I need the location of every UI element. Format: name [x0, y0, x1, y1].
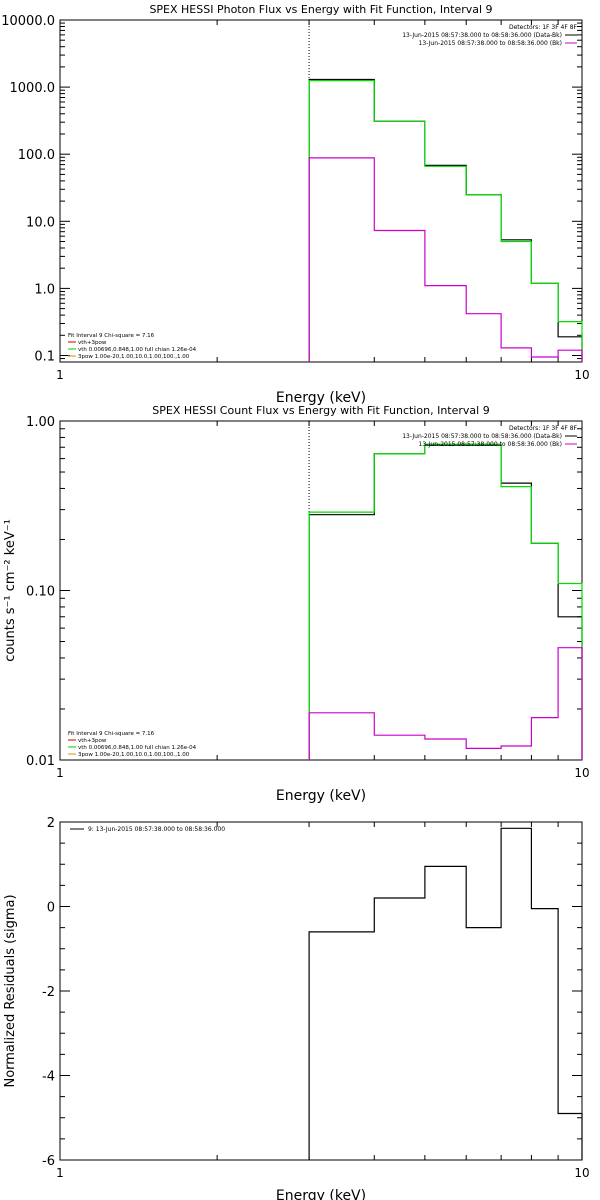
- y-tick-label: 0.1: [34, 349, 55, 364]
- series-1-line: [308, 80, 583, 362]
- legend-label: 13-Jun-2015 08:57:38.000 to 08:58:36.000…: [419, 40, 562, 47]
- x-axis-label: Energy (keV): [276, 390, 366, 406]
- y-tick-label: -6: [42, 1154, 55, 1169]
- legend-label: vth 0.00696,0.848,1.00 full chian 1.26e-…: [78, 347, 197, 353]
- legend-label: Detectors: 1F 3F 4F 8F: [509, 24, 578, 31]
- series-0-line: [308, 827, 583, 1160]
- series-2-line: [308, 647, 583, 760]
- plot-frame: [59, 19, 583, 363]
- x-axis-label: Energy (keV): [276, 788, 366, 804]
- plot-frame: [59, 420, 583, 761]
- x-tick-label: 10: [574, 766, 589, 780]
- legend-label: Fit Interval 9 Chi-square = 7.16: [68, 731, 155, 737]
- y-tick-label: 0.10: [26, 585, 55, 600]
- series-2-line: [308, 157, 583, 362]
- legend-label: Fit Interval 9 Chi-square = 7.16: [68, 333, 155, 339]
- y-tick-label: 0: [47, 901, 55, 916]
- y-tick-label: 0.01: [26, 754, 55, 769]
- legend-label: Detectors: 1F 3F 4F 8F: [509, 425, 578, 432]
- legend-label: 13-Jun-2015 08:57:38.000 to 08:58:36.000…: [402, 433, 562, 440]
- y-tick-label: -4: [42, 1070, 55, 1085]
- y-axis-label: counts s⁻¹ cm⁻² keV⁻¹: [3, 519, 18, 662]
- y-tick-label: 10000.0: [1, 14, 55, 29]
- x-tick-label: 1: [56, 1166, 64, 1180]
- y-tick-label: 1.0: [34, 282, 55, 297]
- legend-label: vth 0.00696,0.848,1.00 full chian 1.26e-…: [78, 745, 197, 751]
- y-axis-label: Normalized Residuals (sigma): [3, 894, 18, 1087]
- x-axis-label: Energy (keV): [276, 1188, 366, 1200]
- x-tick-label: 10: [574, 1166, 589, 1180]
- legend-label: vth+3pow: [78, 340, 107, 346]
- legend-label: 9: 13-Jun-2015 08:57:38.000 to 08:58:36.…: [88, 826, 225, 833]
- x-tick-label: 1: [56, 368, 64, 382]
- x-tick-label: 10: [574, 368, 589, 382]
- legend-label: 13-Jun-2015 08:57:38.000 to 08:58:36.000…: [419, 441, 562, 448]
- y-tick-label: 2: [47, 816, 55, 831]
- y-tick-label: 1000.0: [10, 81, 56, 96]
- plot-frame: [59, 821, 583, 1161]
- x-tick-label: 1: [56, 766, 64, 780]
- chart-title: SPEX HESSI Photon Flux vs Energy with Fi…: [149, 3, 492, 16]
- legend-label: 13-Jun-2015 08:57:38.000 to 08:58:36.000…: [402, 32, 562, 39]
- legend-label: 3pow 1.00e-20,1.00,10.0,1.00,100.,1.00: [78, 354, 190, 360]
- y-tick-label: 100.0: [18, 148, 55, 163]
- y-tick-label: -2: [42, 985, 55, 1000]
- y-tick-label: 10.0: [26, 215, 55, 230]
- chart-title: SPEX HESSI Count Flux vs Energy with Fit…: [152, 404, 489, 417]
- legend-label: vth+3pow: [78, 738, 107, 744]
- series-1-line: [308, 443, 583, 760]
- series-0-line: [308, 78, 583, 362]
- legend-label: 3pow 1.00e-20,1.00,10.0,1.00,100.,1.00: [78, 752, 190, 758]
- y-tick-label: 1.00: [26, 415, 55, 430]
